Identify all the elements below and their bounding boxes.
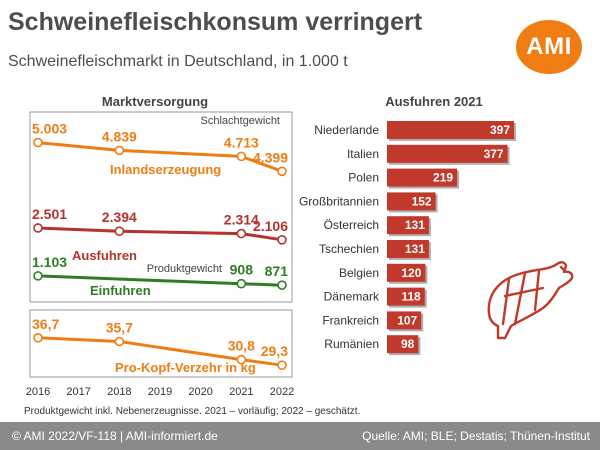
- data-point-ausfuhren-2022: [277, 235, 287, 245]
- data-point-ausfuhren-2016: [33, 223, 43, 233]
- bar-value-polen: 219: [433, 171, 453, 185]
- category-label-oesterreich: Österreich: [324, 218, 379, 232]
- data-label-pro-kopf-verzehr-in-kg-2016: 36,7: [32, 316, 59, 332]
- annotation-schlachtgewicht: Schlachtgewicht: [201, 115, 281, 127]
- data-label-einfuhren-2021: 908: [230, 262, 254, 278]
- category-label-daenemark: Dänemark: [324, 290, 380, 304]
- page-title: Schweinefleischkonsum verringert: [8, 8, 423, 36]
- data-label-pro-kopf-verzehr-in-kg-2021: 30,8: [228, 338, 255, 354]
- bar-value-grossbritannien: 152: [412, 194, 432, 208]
- category-label-frankreich: Frankreich: [322, 313, 379, 327]
- data-label-einfuhren-2022: 871: [265, 263, 289, 279]
- data-label-ausfuhren-2018: 2.394: [102, 209, 137, 225]
- series-name-ausfuhren: Ausfuhren: [72, 248, 137, 263]
- x-tick-2017: 2017: [66, 386, 90, 398]
- data-point-ausfuhren-2021: [236, 228, 247, 239]
- bar-niederlande: [387, 121, 514, 139]
- data-point-einfuhren-2016: [33, 271, 43, 281]
- data-point-inlandserzeugung-2021: [236, 151, 247, 162]
- bar-daenemark: [387, 287, 425, 306]
- category-label-grossbritannien: Großbritannien: [299, 194, 379, 208]
- data-point-einfuhren-2022: [277, 280, 287, 290]
- data-point-inlandserzeugung-2018: [114, 145, 125, 156]
- bar-value-tschechien: 131: [405, 242, 425, 256]
- bar-value-frankreich: 107: [397, 313, 417, 327]
- bar-belgien: [387, 263, 426, 282]
- category-label-polen: Polen: [348, 171, 379, 185]
- data-point-pro-kopf-verzehr-in-kg-2022: [277, 360, 287, 370]
- x-tick-2022: 2022: [270, 386, 294, 398]
- bar-value-daenemark: 118: [401, 290, 421, 304]
- category-label-belgien: Belgien: [339, 266, 379, 280]
- pig-cuts-icon: [487, 261, 574, 340]
- data-point-pro-kopf-verzehr-in-kg-2016: [33, 333, 43, 343]
- bar-value-oesterreich: 131: [405, 218, 425, 232]
- data-point-pro-kopf-verzehr-in-kg-2018: [114, 336, 125, 347]
- chart-title-marktversorgung: Marktversorgung: [102, 94, 208, 109]
- x-tick-2019: 2019: [148, 386, 172, 398]
- series-name-einfuhren: Einfuhren: [90, 283, 151, 298]
- x-tick-2021: 2021: [229, 386, 253, 398]
- category-label-niederlande: Niederlande: [314, 123, 379, 137]
- series-name-pro-kopf-verzehr-in-kg: Pro-Kopf-Verzehr in kg: [115, 360, 256, 375]
- series-line-inlandserzeugung: [36, 141, 284, 173]
- x-tick-2016: 2016: [26, 386, 50, 398]
- chart-title-ausfuhren-2021: Ausfuhren 2021: [385, 94, 483, 109]
- bar-value-niederlande: 397: [490, 123, 510, 137]
- panel-frame-supply: [29, 111, 293, 303]
- category-label-rumaenien: Rumänien: [324, 337, 379, 351]
- copyright-text: © AMI 2022/VF-118 | AMI-informiert.de: [12, 429, 218, 443]
- series-line-ausfuhren: [36, 226, 284, 242]
- data-label-pro-kopf-verzehr-in-kg-2022: 29,3: [261, 343, 288, 359]
- x-tick-2020: 2020: [188, 386, 212, 398]
- bar-value-rumaenien: 98: [401, 337, 415, 351]
- data-label-ausfuhren-2016: 2.501: [32, 206, 67, 222]
- bar-rumaenien: [387, 335, 419, 354]
- data-point-inlandserzeugung-2022: [277, 166, 287, 177]
- panel-frame-per-capita: [29, 309, 293, 378]
- bar-polen: [387, 168, 458, 187]
- category-label-italien: Italien: [347, 147, 379, 161]
- data-label-einfuhren-2016: 1.103: [32, 254, 67, 270]
- bar-value-italien: 377: [484, 147, 504, 161]
- bar-italien: [387, 144, 508, 163]
- footer-bar: © AMI 2022/VF-118 | AMI-informiert.de Qu…: [0, 422, 600, 450]
- bar-tschechien: [387, 240, 429, 258]
- data-point-pro-kopf-verzehr-in-kg-2021: [236, 354, 247, 365]
- x-tick-2018: 2018: [107, 386, 131, 398]
- data-label-inlandserzeugung-2016: 5.003: [32, 121, 67, 137]
- series-line-pro-kopf-verzehr-in-kg: [36, 336, 284, 367]
- data-label-ausfuhren-2022: 2.106: [253, 218, 288, 234]
- data-label-inlandserzeugung-2022: 4.399: [253, 149, 288, 165]
- data-label-pro-kopf-verzehr-in-kg-2018: 35,7: [106, 320, 133, 336]
- data-point-inlandserzeugung-2016: [33, 137, 43, 148]
- series-name-inlandserzeugung: Inlandserzeugung: [110, 162, 221, 177]
- category-label-tschechien: Tschechien: [319, 242, 379, 256]
- ami-logo: AMI: [516, 20, 582, 74]
- data-label-inlandserzeugung-2021: 4.713: [224, 134, 259, 150]
- page-subtitle: Schweinefleischmarkt in Deutschland, in …: [8, 53, 348, 70]
- data-point-einfuhren-2021: [236, 278, 247, 289]
- data-point-ausfuhren-2018: [114, 226, 125, 236]
- bar-value-belgien: 120: [401, 266, 421, 280]
- data-label-ausfuhren-2021: 2.314: [224, 212, 259, 228]
- bar-grossbritannien: [387, 192, 436, 211]
- annotation-produktgewicht: Produktgewicht: [147, 263, 222, 275]
- bar-frankreich: [387, 311, 422, 330]
- data-label-inlandserzeugung-2018: 4.839: [102, 128, 137, 144]
- bar-oesterreich: [387, 216, 429, 235]
- source-text: Quelle: AMI; BLE; Destatis; Thünen-Insti…: [362, 429, 590, 443]
- footnote: Produktgewicht inkl. Nebenerzeugnisse. 2…: [24, 406, 361, 417]
